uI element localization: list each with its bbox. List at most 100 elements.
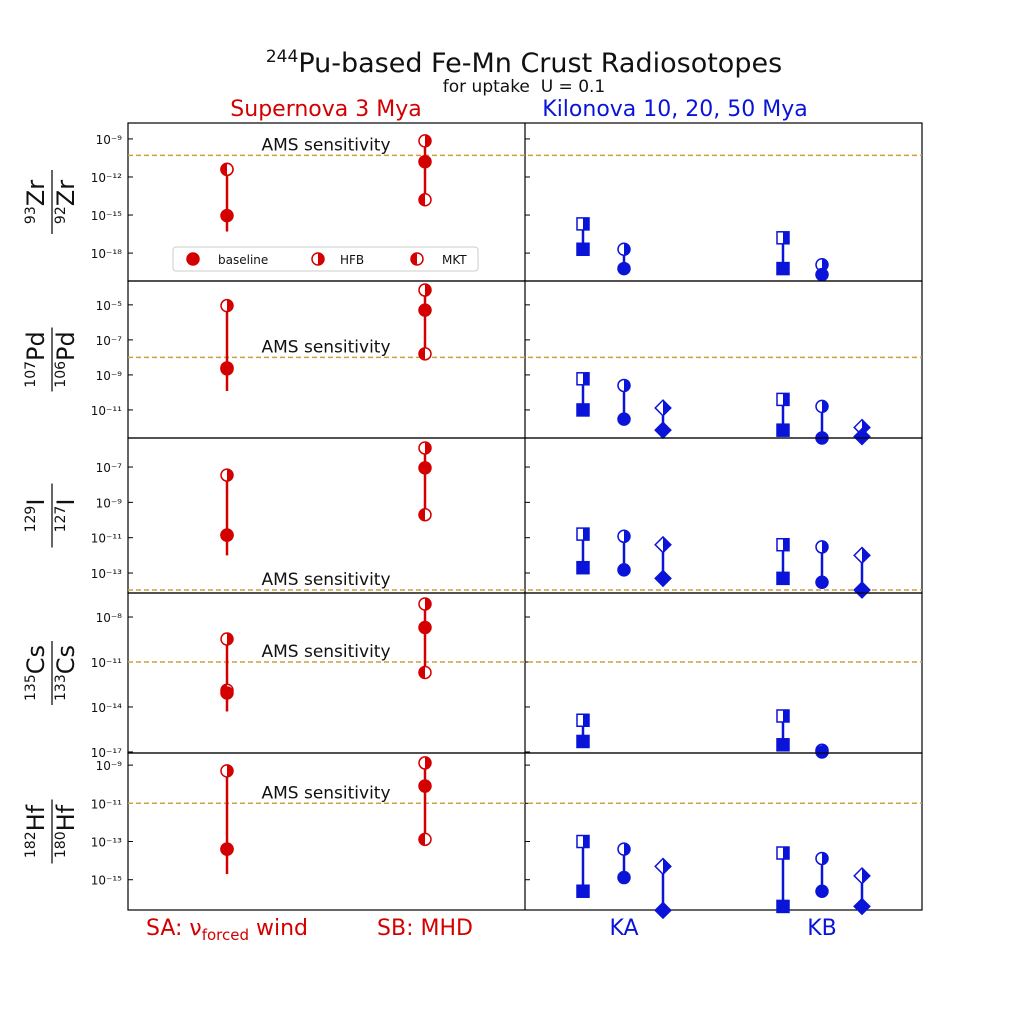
x-label-part: wind [249, 916, 308, 941]
kilonova-high [853, 866, 871, 885]
marker-body [576, 242, 590, 257]
marker-half [783, 393, 789, 406]
marker-half [822, 400, 828, 413]
y-label-numerator: 129I [22, 499, 50, 533]
marker-half [783, 709, 789, 722]
kilonova-low [654, 901, 672, 920]
marker-body [576, 734, 590, 749]
marker-half [822, 258, 828, 271]
mkt-marker [418, 507, 432, 522]
kilonova-low [576, 403, 590, 417]
marker-body [815, 884, 829, 898]
marker-body [418, 154, 432, 169]
legend-marker [311, 252, 325, 266]
kilonova-low [815, 267, 829, 282]
kilonova-high [815, 851, 829, 866]
marker-body [654, 901, 672, 920]
ams-label: AMS sensitivity [261, 337, 390, 357]
marker-body [220, 208, 234, 223]
y-label-den-element: Cs [52, 645, 80, 674]
marker-body [815, 745, 829, 759]
x-category-label: SB: MHD [377, 916, 473, 941]
y-tick-label: 10⁻¹⁴ [91, 701, 122, 715]
mkt-marker [220, 162, 234, 177]
y-label-numerator: 135Cs [22, 645, 50, 701]
marker-half [425, 441, 431, 454]
right-title: Kilonova 10, 20, 50 Mya [542, 97, 807, 122]
kilonova-high [776, 392, 790, 407]
mkt-marker [418, 193, 432, 207]
y-tick-label: 10⁻⁹ [96, 496, 123, 510]
kilonova-high [776, 709, 790, 723]
kilonova-high [654, 857, 672, 876]
ams-label: AMS sensitivity [261, 135, 390, 155]
y-label-den-element: Pd [52, 331, 80, 361]
marker-half [624, 243, 630, 256]
baseline-marker [418, 303, 432, 317]
y-tick-label: 10⁻¹⁸ [91, 247, 122, 261]
y-label-num-element: Pd [22, 331, 50, 361]
baseline-marker [220, 528, 234, 542]
kilonova-high [654, 535, 672, 554]
y-tick-label: 10⁻⁷ [96, 461, 123, 475]
marker-body [617, 870, 631, 885]
y-tick-label: 10⁻⁹ [96, 133, 123, 147]
kilonova-low [776, 738, 790, 752]
y-label-den-mass: 133 [53, 674, 69, 701]
y-label-denominator: 106Pd [52, 331, 80, 387]
hfb-marker [418, 756, 432, 770]
legend-label: HFB [340, 253, 364, 267]
kilonova-low [617, 412, 631, 426]
y-tick-label: 10⁻⁸ [96, 611, 123, 625]
kilonova-high [576, 372, 590, 386]
marker-half [425, 134, 431, 147]
y-tick-label: 10⁻¹⁵ [91, 209, 122, 223]
hfb-marker [418, 134, 432, 148]
kilonova-low [576, 242, 590, 257]
y-tick-label: 10⁻⁹ [96, 369, 123, 383]
x-category-label: SA: νforced wind [146, 916, 308, 944]
marker-half [583, 528, 589, 541]
marker-half [227, 299, 234, 312]
marker-body [186, 252, 200, 266]
kilonova-high [776, 231, 790, 245]
y-label-numerator: 107Pd [22, 331, 50, 387]
kilonova-high [815, 399, 829, 414]
chart-title: 244Pu-based Fe-Mn Crust Radiosotopes [266, 47, 782, 79]
marker-body [418, 779, 432, 793]
y-label-denominator: 127I [52, 499, 80, 533]
kilonova-low [576, 560, 590, 575]
mkt-marker [418, 832, 432, 847]
baseline-marker [418, 779, 432, 793]
y-label-num-element: Cs [22, 645, 50, 674]
y-label-denominator: 92Zr [52, 180, 80, 224]
marker-body [776, 899, 790, 914]
kilonova-low [617, 870, 631, 885]
marker-body [617, 412, 631, 426]
y-label-num-mass: 129 [23, 506, 39, 533]
kilonova-high [576, 713, 590, 728]
kilonova-low [576, 734, 590, 749]
x-label-part: SB: MHD [377, 916, 473, 941]
marker-half [227, 633, 234, 646]
x-category-label: KB [807, 916, 837, 941]
marker-half [663, 536, 671, 553]
marker-body [418, 461, 432, 475]
marker-half [419, 666, 425, 679]
legend-box [172, 246, 479, 272]
mkt-marker [418, 347, 432, 361]
marker-half [425, 597, 431, 610]
kilonova-high [576, 217, 590, 231]
kilonova-low [776, 571, 790, 586]
marker-body [654, 569, 672, 588]
marker-half [822, 540, 828, 553]
y-tick-label: 10⁻¹³ [91, 836, 122, 850]
kilonova-high [654, 399, 672, 417]
marker-body [418, 620, 432, 635]
hfb-marker [220, 468, 234, 482]
y-tick-label: 10⁻¹⁷ [91, 746, 122, 760]
kilonova-high [776, 846, 790, 860]
marker-body [776, 261, 790, 276]
